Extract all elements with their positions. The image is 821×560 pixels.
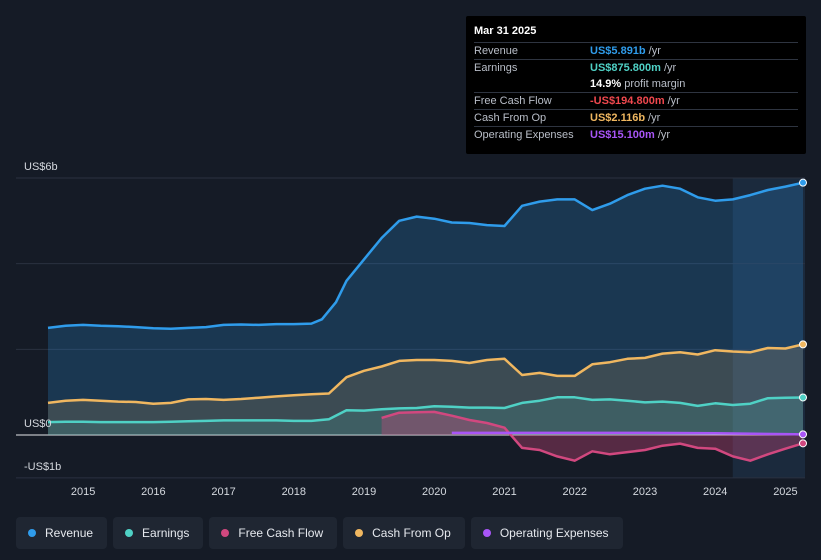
earnings-line — [47, 396, 804, 424]
operating-expenses-line — [451, 431, 804, 436]
profit-margin-value: 14.9% — [590, 78, 622, 90]
legend-dot-icon — [28, 529, 36, 537]
free-cash-flow-endpoint — [799, 439, 807, 448]
earnings-endpoint — [799, 393, 807, 402]
tooltip-label: Earnings — [474, 62, 518, 74]
legend-label: Revenue — [45, 526, 94, 540]
x-tick-label: 2017 — [211, 486, 235, 498]
legend-dot-icon — [125, 529, 134, 537]
profit-margin-text: profit margin — [624, 78, 686, 90]
tooltip-date: Mar 31 2025 — [474, 25, 537, 37]
legend-item-earnings[interactable]: Earnings — [113, 517, 204, 549]
tooltip-row-margin: 14.9% profit margin — [474, 76, 798, 92]
tooltip-value: US$2.116b — [590, 112, 646, 124]
tooltip-row-cfo: Cash From Op US$2.116b /yr — [474, 109, 798, 126]
legend-label: Operating Expenses — [499, 526, 609, 540]
x-tick-label: 2016 — [141, 486, 165, 498]
tooltip-value: US$15.100m — [590, 129, 655, 141]
tooltip-unit: /yr — [663, 62, 677, 74]
highlight-region — [732, 178, 805, 478]
x-tick-label: 2022 — [563, 486, 587, 498]
legend-label: Free Cash Flow — [238, 526, 324, 540]
x-tick-label: 2021 — [492, 486, 516, 498]
x-tick-label: 2015 — [71, 486, 95, 498]
tooltip-row-revenue: Revenue US$5.891b /yr — [474, 42, 798, 59]
x-tick-label: 2018 — [282, 486, 306, 498]
cash-from-op-line — [47, 343, 804, 405]
legend-dot-icon — [221, 529, 230, 537]
tooltip-unit: /yr — [648, 112, 661, 124]
x-tick-label: 2024 — [703, 486, 727, 498]
tooltip-unit: /yr — [657, 129, 671, 141]
free-cash-flow-line — [381, 410, 804, 462]
legend-item-cash-from-op[interactable]: Cash From Op — [343, 517, 465, 549]
legend-label: Cash From Op — [372, 526, 451, 540]
x-tick-label: 2023 — [633, 486, 657, 498]
legend-item-free-cash-flow[interactable]: Free Cash Flow — [209, 517, 338, 549]
legend-dot-icon — [482, 529, 491, 537]
earnings-area — [48, 397, 803, 435]
cash-from-op-area — [48, 344, 803, 435]
tooltip: Mar 31 2025 Revenue US$5.891b /yr Earnin… — [466, 16, 806, 154]
revenue-area — [48, 182, 803, 435]
legend: Revenue Earnings Free Cash Flow Cash Fro… — [16, 517, 623, 549]
tooltip-unit: /yr — [667, 95, 680, 107]
tooltip-unit: /yr — [648, 45, 661, 57]
x-tick-label: 2019 — [352, 486, 376, 498]
legend-dot-icon — [355, 529, 364, 537]
x-tick-label: 2020 — [422, 486, 446, 498]
y-tick-label: US$6b — [24, 161, 58, 173]
tooltip-label: Operating Expenses — [474, 129, 574, 141]
tooltip-row-fcf: Free Cash Flow -US$194.800m /yr — [474, 92, 798, 109]
operating-expenses-endpoint — [799, 430, 807, 439]
cash-from-op-endpoint — [799, 340, 807, 349]
tooltip-value: US$5.891b — [590, 45, 646, 57]
tooltip-value: -US$194.800m — [590, 95, 665, 107]
legend-item-operating-expenses[interactable]: Operating Expenses — [470, 517, 623, 549]
tooltip-label: Cash From Op — [474, 112, 547, 124]
tooltip-row-opex: Operating Expenses US$15.100m /yr — [474, 126, 798, 143]
y-tick-label: US$0 — [24, 418, 52, 430]
tooltip-label: Revenue — [474, 45, 519, 57]
tooltip-value: US$875.800m — [590, 62, 661, 74]
legend-item-revenue[interactable]: Revenue — [16, 517, 108, 549]
revenue-endpoint — [799, 178, 807, 187]
tooltip-row-earnings: Earnings US$875.800m /yr — [474, 59, 798, 76]
x-tick-label: 2025 — [773, 486, 797, 498]
legend-label: Earnings — [142, 526, 190, 540]
tooltip-label: Free Cash Flow — [474, 95, 552, 107]
revenue-line — [47, 181, 804, 331]
y-tick-label: -US$1b — [24, 461, 61, 473]
